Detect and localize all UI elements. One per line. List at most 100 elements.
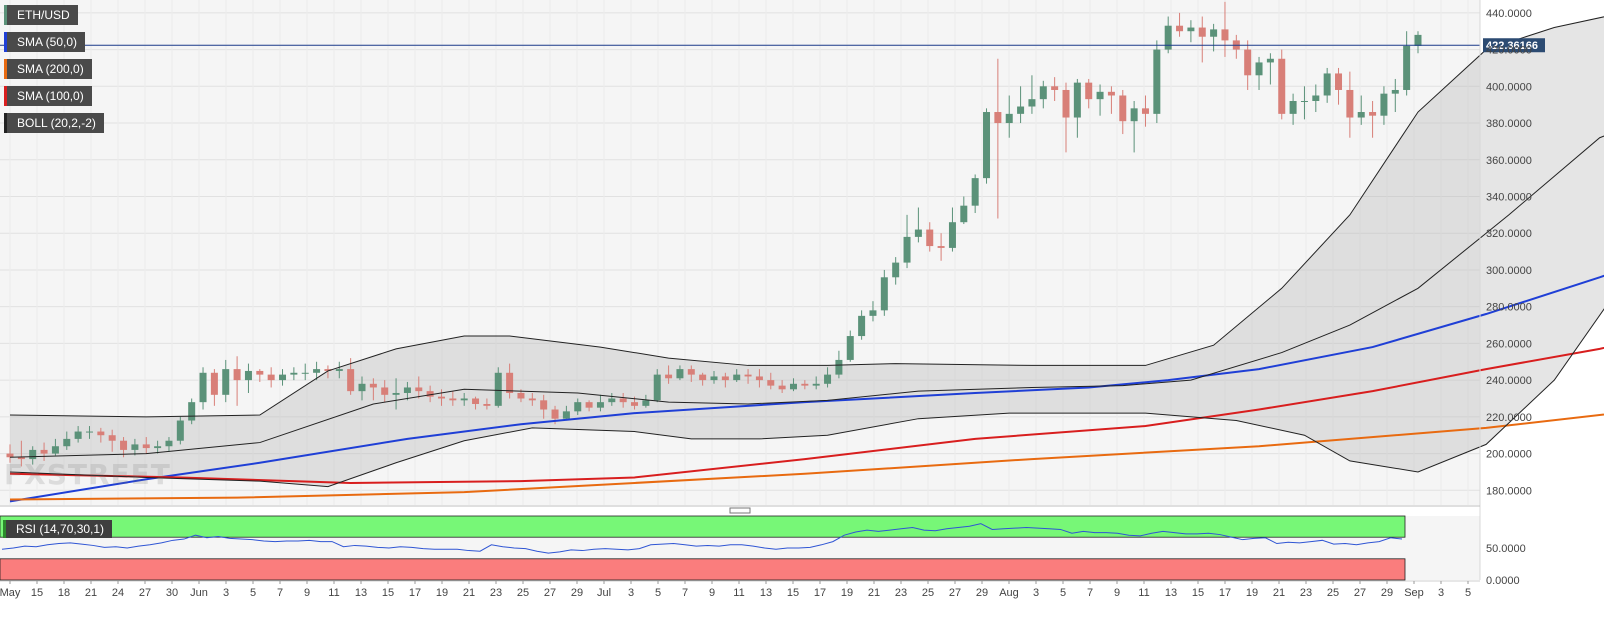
y-tick-label: 340.0000 (1486, 191, 1532, 203)
candle-up (596, 402, 604, 408)
x-tick-label: Jul (597, 587, 611, 599)
candle-down (506, 372, 514, 393)
candle-up (335, 369, 343, 371)
rsi-y-tick-label: 50.0000 (1486, 543, 1526, 555)
candle-up (892, 262, 900, 278)
x-tick-label: 9 (709, 587, 715, 599)
x-tick-label: 17 (814, 587, 826, 599)
candle-up (176, 420, 184, 441)
candle-down (97, 431, 105, 436)
candle-up (1153, 49, 1161, 114)
x-tick-label: 3 (223, 587, 229, 599)
x-tick-label: 21 (85, 587, 97, 599)
x-tick-label: 27 (949, 587, 961, 599)
candle-up (1005, 113, 1013, 124)
candle-up (154, 446, 162, 449)
x-tick-label: Jun (190, 587, 208, 599)
x-tick-label: 21 (463, 587, 475, 599)
legend-sma-200[interactable]: SMA (200,0) (4, 59, 92, 79)
x-tick-label: 25 (517, 587, 529, 599)
candle-up (85, 431, 93, 433)
candle-down (1221, 29, 1229, 41)
candle-down (551, 409, 559, 419)
candle-down (142, 444, 150, 449)
candle-up (358, 383, 366, 392)
x-tick-label: 5 (250, 587, 256, 599)
legend-sma-100[interactable]: SMA (100,0) (4, 86, 92, 106)
x-tick-label: 25 (922, 587, 934, 599)
x-tick-label: 9 (304, 587, 310, 599)
candle-down (540, 400, 548, 410)
x-tick-label: 18 (58, 587, 70, 599)
resize-handle (729, 507, 751, 514)
candle-up (653, 374, 661, 401)
candle-up (789, 383, 797, 390)
candle-down (585, 402, 593, 408)
candle-down (1244, 49, 1252, 76)
x-tick-label: 15 (31, 587, 43, 599)
candle-down (1346, 89, 1354, 118)
rsi-oversold-zone (0, 558, 1406, 581)
candle-up (858, 315, 866, 337)
y-tick-label: 180.0000 (1486, 485, 1532, 497)
candle-up (1357, 112, 1365, 118)
x-tick-label: Sep (1404, 587, 1424, 599)
y-tick-label: 240.0000 (1486, 375, 1532, 387)
candle-up (1266, 58, 1274, 63)
candle-up (1380, 93, 1388, 116)
candle-up (1130, 108, 1138, 122)
y-tick-label: 400.0000 (1486, 81, 1532, 93)
candle-down (1278, 58, 1286, 114)
x-tick-label: 13 (355, 587, 367, 599)
candle-up (812, 383, 820, 386)
x-tick-label: 13 (760, 587, 772, 599)
candle-down (801, 383, 809, 386)
candle-down (347, 369, 355, 392)
candle-down (744, 374, 752, 377)
legend-ethusd[interactable]: ETH/USD (4, 5, 78, 25)
x-tick-label: 24 (112, 587, 124, 599)
candle-up (460, 398, 468, 401)
x-tick-label: 19 (436, 587, 448, 599)
candle-down (1085, 82, 1093, 100)
candle-up (1039, 86, 1047, 100)
candle-down (687, 369, 695, 375)
x-tick-label: 15 (1192, 587, 1204, 599)
x-tick-label: 25 (1327, 587, 1339, 599)
x-tick-label: 7 (277, 587, 283, 599)
candle-down (1198, 27, 1206, 37)
candle-up (1017, 106, 1025, 114)
candle-down (1141, 108, 1149, 114)
fxstreet-watermark: FXSTREET (4, 458, 171, 491)
x-tick-label: 30 (166, 587, 178, 599)
candle-down (6, 453, 14, 458)
series-line-boll-lower (9, 308, 1604, 488)
candle-up (131, 444, 139, 450)
y-tick-label: 220.0000 (1486, 412, 1532, 424)
candle-down (528, 398, 536, 401)
candle-up (1073, 82, 1081, 118)
candle-down (721, 376, 729, 381)
candle-up (1391, 89, 1399, 94)
candle-up (1414, 34, 1422, 46)
legend-sma-50[interactable]: SMA (50,0) (4, 32, 86, 52)
candle-down (256, 370, 264, 375)
candle-up (574, 402, 582, 412)
legend-boll[interactable]: BOLL (20,2,-2) (4, 113, 104, 133)
candle-up (960, 205, 968, 223)
rsi-legend[interactable]: RSI (14,70,30,1) (3, 520, 113, 538)
candle-up (301, 372, 309, 374)
candle-up (1164, 25, 1172, 50)
candle-up (29, 449, 37, 460)
x-tick-label: 11 (328, 587, 339, 599)
candle-up (733, 374, 741, 381)
candle-up (1210, 29, 1218, 37)
candle-down (1051, 86, 1059, 90)
candle-down (108, 435, 116, 441)
candle-up (880, 277, 888, 311)
candle-down (517, 392, 525, 399)
y-tick-label: 260.0000 (1486, 338, 1532, 350)
candle-down (17, 457, 25, 460)
x-tick-label: 13 (1165, 587, 1177, 599)
